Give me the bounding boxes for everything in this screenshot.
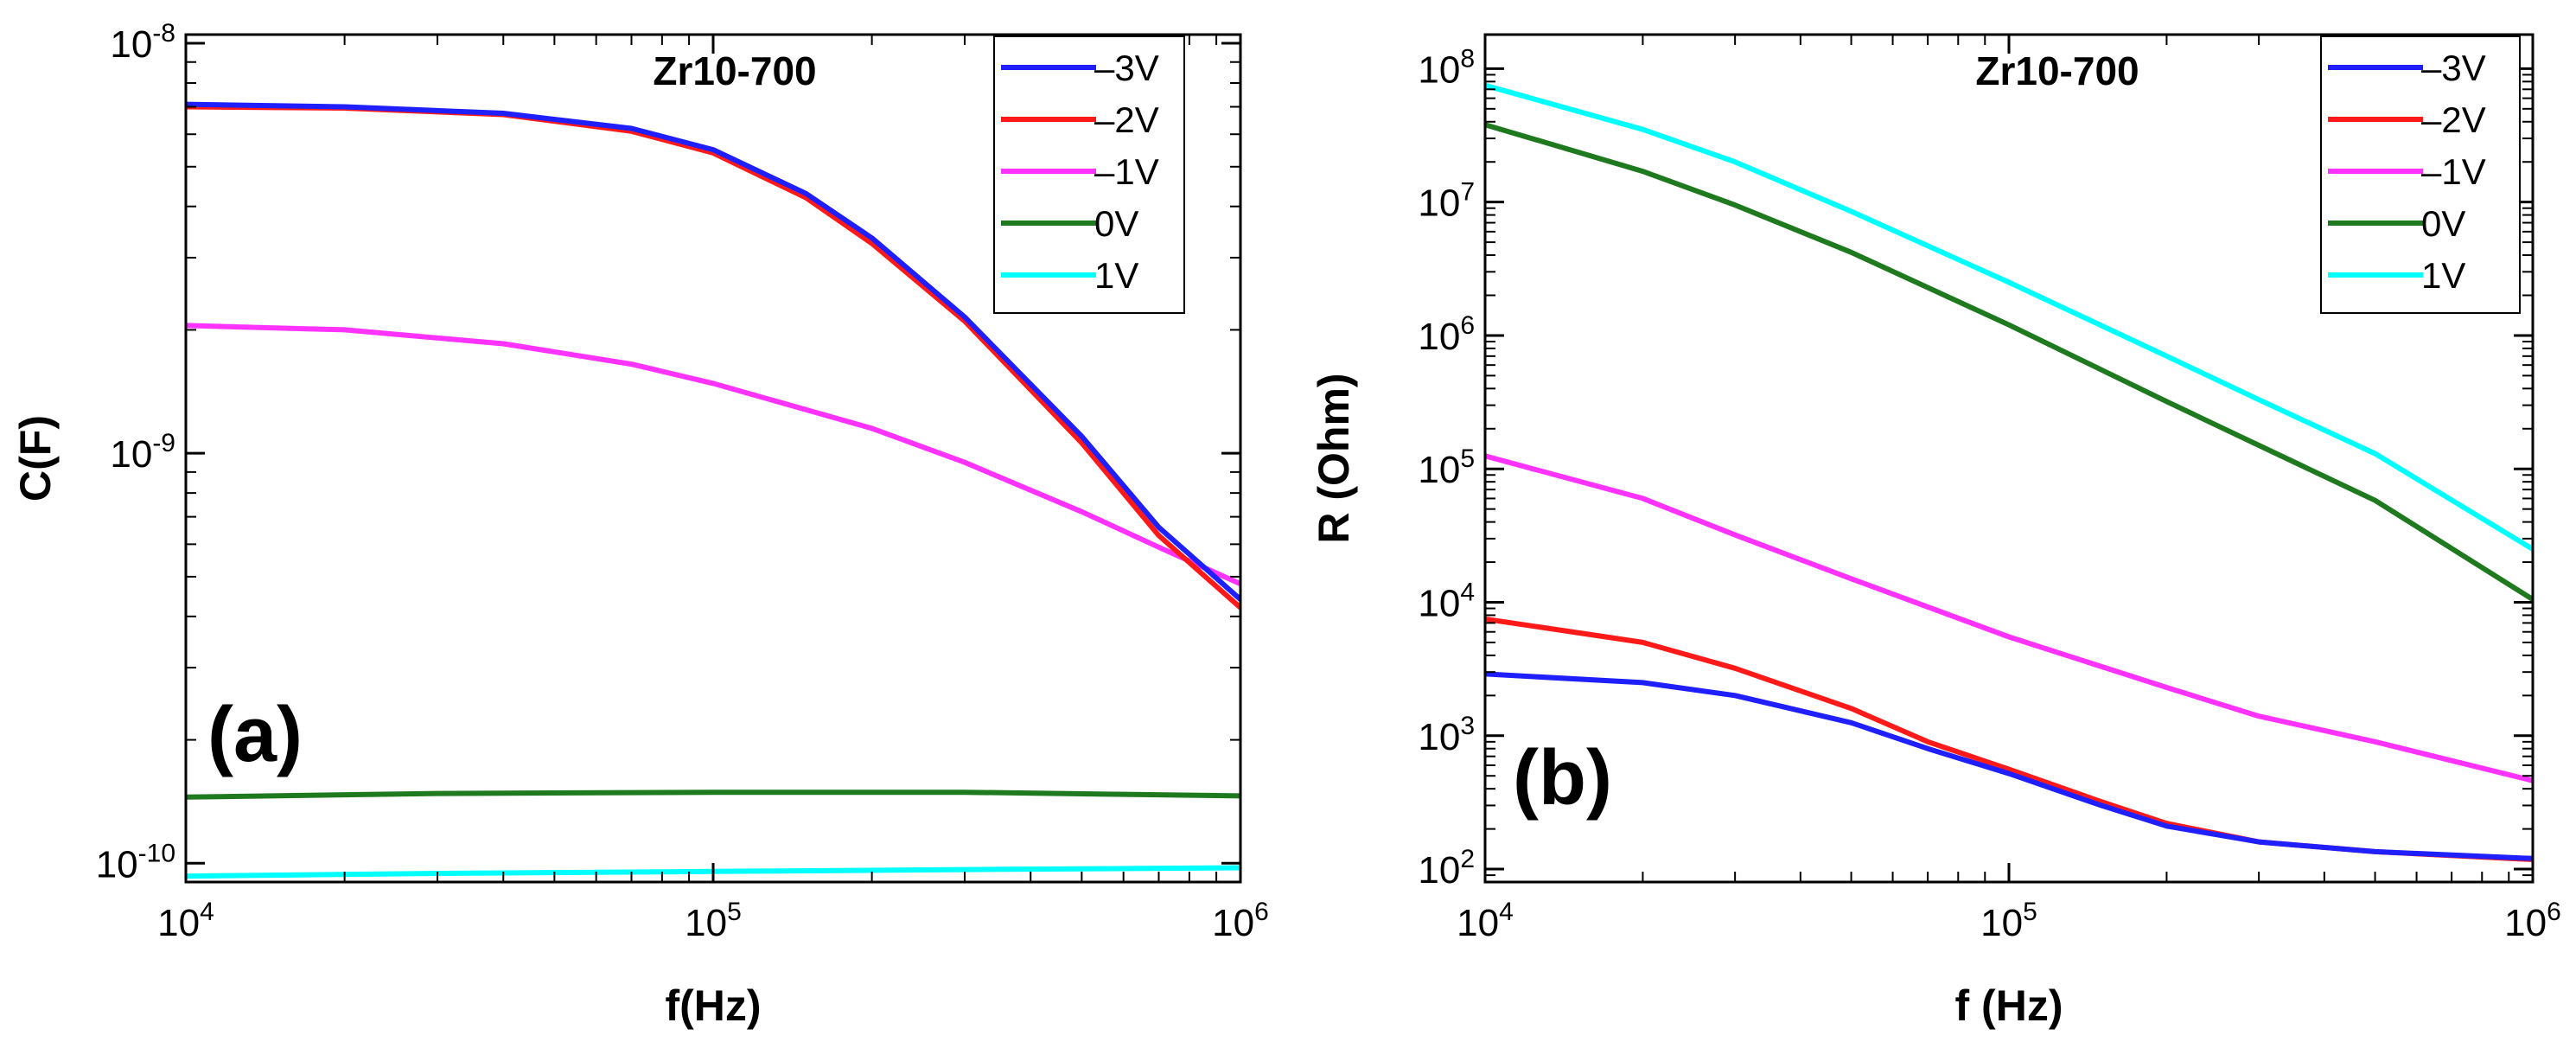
legend-label: –3V (2421, 48, 2486, 88)
series-line-3V-neg (1485, 671, 2533, 861)
series-line-0V (1485, 122, 2533, 603)
y-axis-title: R (Ohm) (1310, 373, 1358, 543)
y-tick-label: 10-10 (96, 839, 175, 885)
y-tick-label: 104 (1418, 578, 1475, 624)
y-axis-title: C(F) (11, 415, 60, 502)
legend-box (2320, 35, 2521, 314)
legend-label: –3V (1094, 48, 1159, 88)
series-line-1V-neg (1485, 453, 2533, 783)
legend: –3V –2V –1V 0V 1V (993, 35, 1185, 314)
legend-label: 0V (2421, 203, 2465, 244)
legend-label: 1V (1094, 255, 1138, 296)
x-tick-label: 106 (2504, 898, 2561, 944)
panel-label: (b) (1513, 735, 1612, 821)
panel-label: (a) (207, 692, 303, 778)
x-tick-label: 104 (157, 898, 214, 944)
y-tick-label: 108 (1418, 44, 1475, 91)
chart-panel-a: 104 105 106 10-10 10-9 10-8 f(Hz) C(F) Zr10-700 (… (11, 19, 1269, 1030)
series-line-1V-neg (186, 323, 1240, 587)
legend: –3V –2V –1V 0V 1V (2320, 35, 2521, 314)
y-tick-label: 106 (1418, 311, 1475, 358)
series-group (186, 101, 1240, 879)
chart-panel-b: 104 105 106 102 103 104 105 106 107 108 f (Hz) R (O… (1310, 33, 2561, 1030)
series-group (1485, 82, 2533, 862)
series-line-1V (1485, 82, 2533, 553)
y-tick-label: 105 (1418, 444, 1475, 491)
legend-label: 1V (2421, 255, 2465, 296)
legend-box (993, 35, 1185, 314)
legend-label: –1V (2421, 151, 2486, 192)
x-tick-label: 104 (1457, 898, 1514, 944)
y-tick-label: 102 (1418, 845, 1475, 892)
x-tick-label: 105 (685, 898, 742, 944)
x-tick-label: 105 (1980, 898, 2037, 944)
y-tick-label: 10-9 (110, 429, 175, 476)
legend-label: 0V (1094, 203, 1138, 244)
x-tick-label: 106 (1212, 898, 1269, 944)
y-tick-label: 103 (1418, 712, 1475, 758)
legend-label: –1V (1094, 151, 1159, 192)
x-axis-title: f(Hz) (665, 981, 761, 1030)
legend-label: –2V (1094, 99, 1159, 140)
x-axis-title: f (Hz) (1955, 981, 2063, 1030)
series-line-3V-neg (186, 101, 1240, 603)
y-tick-label: 107 (1418, 178, 1475, 225)
chart-title: Zr10-700 (1975, 48, 2139, 93)
y-tick-label: 10-8 (110, 19, 175, 66)
chart-title: Zr10-700 (653, 48, 816, 93)
series-line-0V (186, 789, 1240, 800)
legend-label: –2V (2421, 99, 2486, 140)
